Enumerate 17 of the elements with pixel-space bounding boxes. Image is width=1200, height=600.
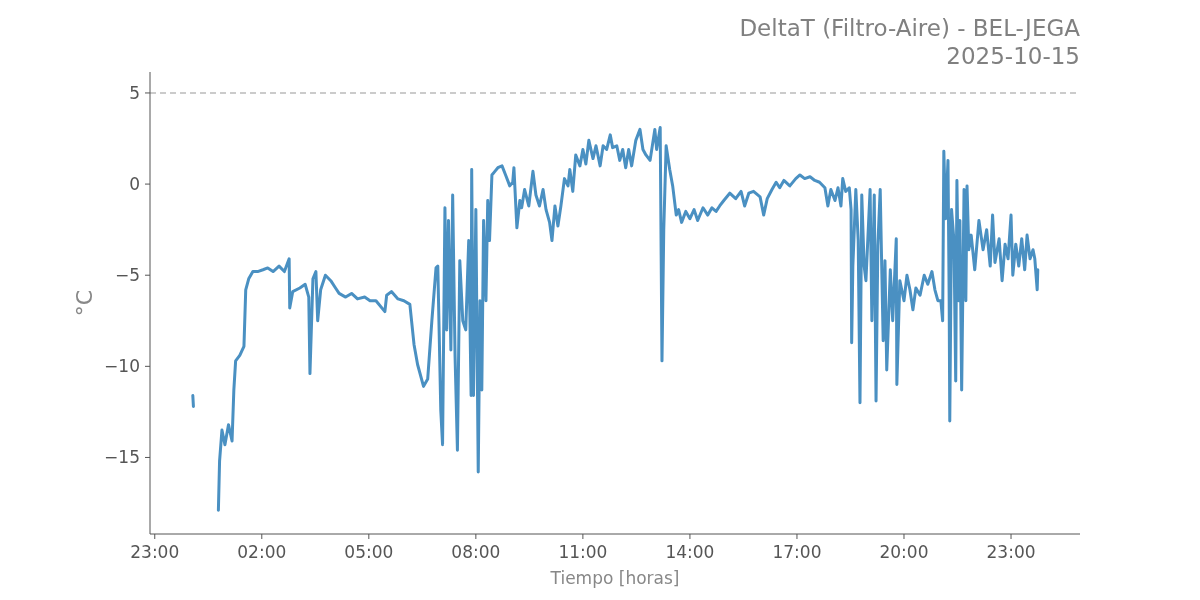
y-tick-label: −5: [114, 265, 140, 286]
x-tick-label: 05:00: [344, 542, 394, 562]
x-tick-label: 02:00: [237, 542, 287, 562]
y-axis-title: °C: [72, 289, 97, 317]
x-tick-label: 08:00: [451, 542, 501, 562]
x-tick-label: 14:00: [665, 542, 715, 562]
chart-title: DeltaT (Filtro-Aire) - BEL-JEGA 2025-10-15: [739, 15, 1081, 69]
x-tick-label: 23:00: [986, 542, 1036, 562]
x-tick-label: 17:00: [772, 542, 822, 562]
y-tick-label: 0: [129, 174, 140, 195]
x-axis-title: Tiempo [horas]: [549, 568, 680, 588]
y-tick-label: 5: [129, 82, 140, 103]
x-tick-label: 23:00: [130, 542, 180, 562]
y-tick-label: −10: [104, 356, 140, 377]
y-tick-label: −15: [104, 447, 140, 468]
x-tick-label: 11:00: [558, 542, 608, 562]
x-tick-label: 20:00: [879, 542, 929, 562]
